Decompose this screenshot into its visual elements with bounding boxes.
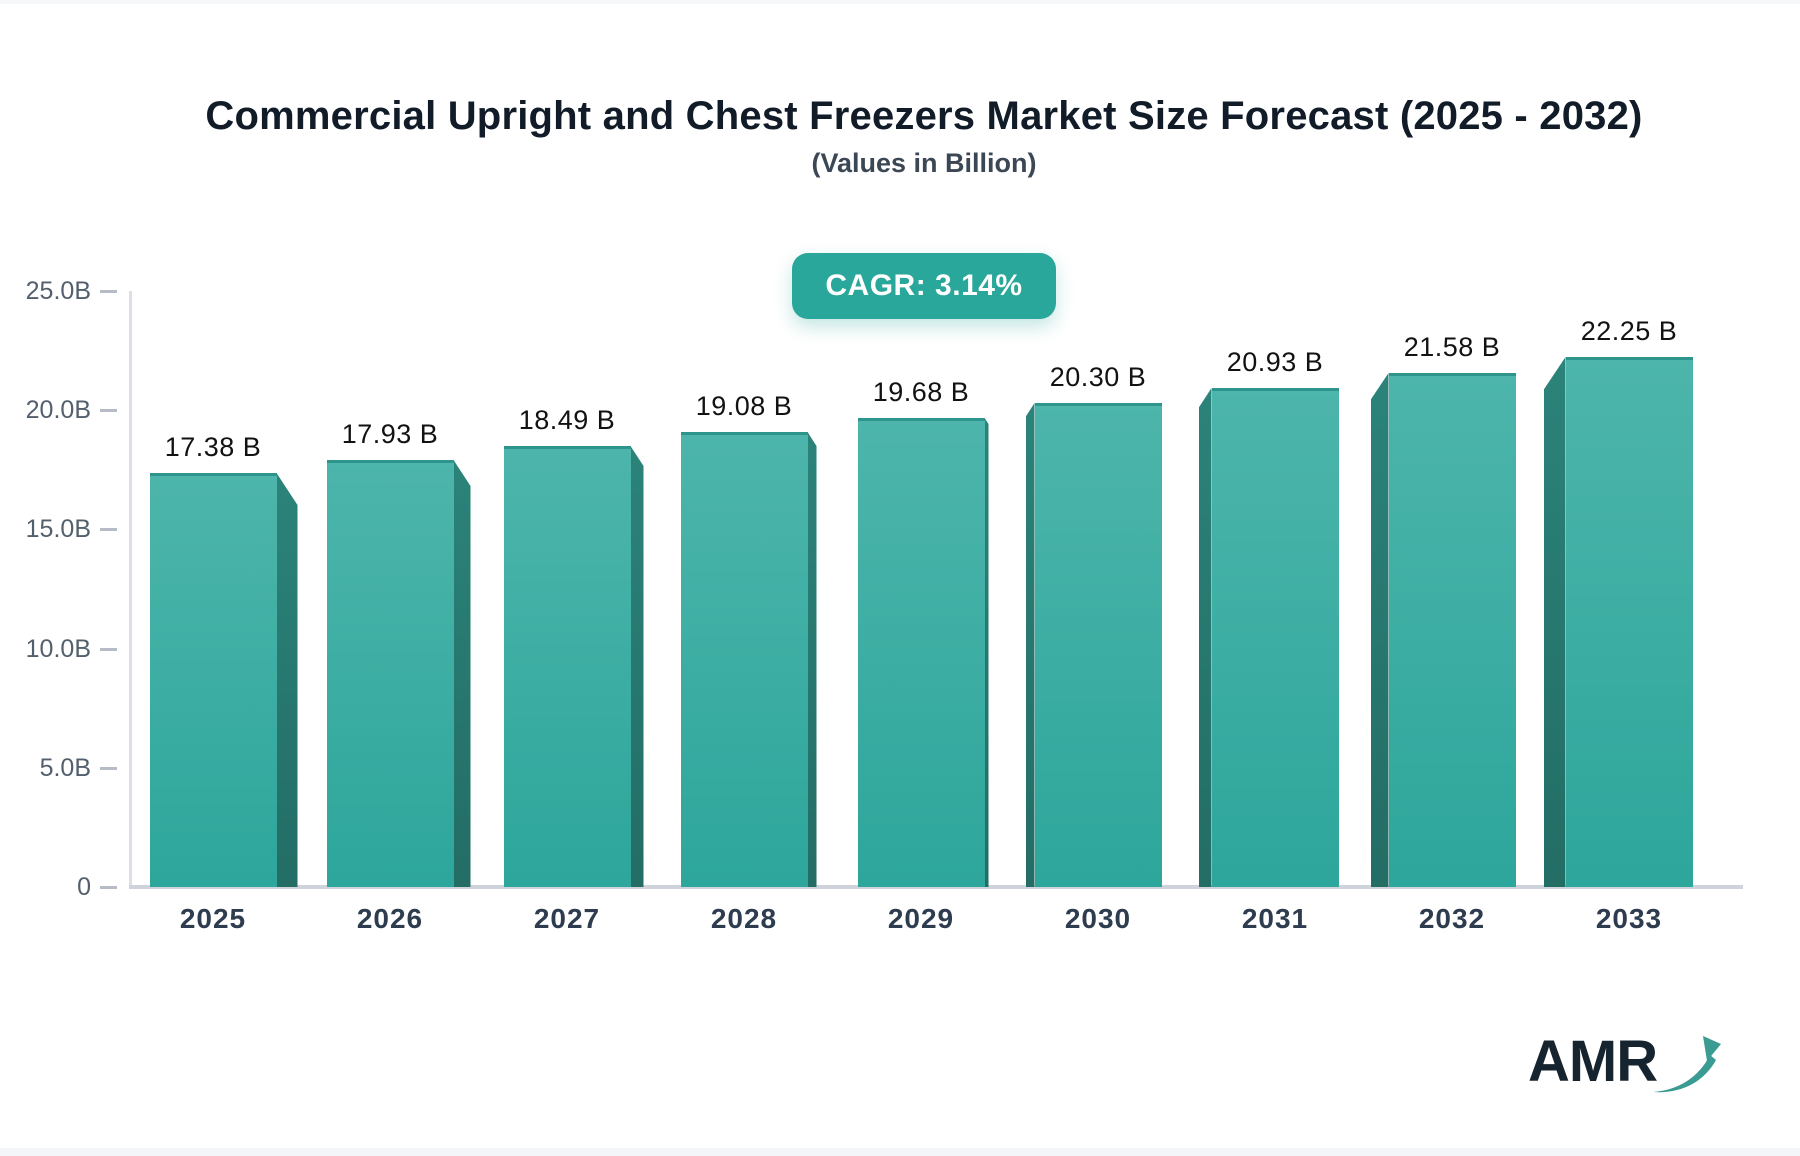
chart-subtitle: (Values in Billion)	[811, 148, 1037, 178]
bar-side-face	[984, 418, 989, 887]
bar-2030	[1025, 403, 1162, 887]
bar-front-face	[857, 418, 985, 887]
bar-side-face	[1543, 357, 1566, 887]
growth-arrow-icon	[1653, 1036, 1722, 1093]
bar-value-label: 17.93 B	[341, 419, 439, 449]
bottom-edge-strip	[0, 1148, 1800, 1156]
bar-front-face	[503, 446, 631, 887]
bar-value-label: 19.08 B	[695, 391, 793, 421]
bar-value-label: 21.58 B	[1403, 332, 1501, 362]
bar-2031	[1198, 388, 1339, 887]
bar-side-face	[630, 446, 644, 887]
x-category-label: 2033	[1595, 903, 1663, 934]
y-tick-dash	[100, 647, 117, 651]
bar-value-label: 20.30 B	[1049, 362, 1147, 392]
chart-title: Commercial Upright and Chest Freezers Ma…	[205, 94, 1643, 138]
x-category-label: 2027	[533, 903, 601, 934]
bar-front-face	[680, 432, 808, 887]
bar-value-label: 19.68 B	[872, 377, 970, 407]
y-tick-label: 0	[77, 873, 91, 901]
y-tick-label: 5.0B	[39, 753, 91, 782]
bar-side-face	[1198, 388, 1212, 887]
bar-value-label: 17.38 B	[164, 432, 262, 462]
bar-side-face	[276, 473, 298, 887]
x-category-label: 2026	[356, 903, 424, 934]
y-tick-dash	[100, 409, 117, 413]
bar-side-face	[453, 460, 471, 887]
y-tick-dash	[100, 766, 117, 770]
top-edge-strip	[0, 0, 1800, 4]
y-tick-dash	[100, 290, 117, 293]
bar-front-face	[1034, 403, 1162, 887]
bar-2025	[149, 473, 298, 887]
y-tick-label: 25.0B	[25, 277, 91, 305]
amr-logo: AMR	[1528, 1029, 1722, 1096]
bar-front-face	[1388, 373, 1516, 887]
cagr-label: CAGR: 3.14%	[825, 269, 1023, 302]
bar-2029	[857, 418, 989, 887]
x-category-label: 2031	[1241, 903, 1309, 934]
bar-value-label: 18.49 B	[518, 405, 616, 435]
bar-2026	[326, 460, 471, 887]
x-axis-line	[129, 885, 1743, 889]
bar-front-face	[326, 460, 454, 887]
y-axis-line	[129, 291, 132, 889]
bar-2028	[680, 432, 817, 887]
bar-2032	[1370, 373, 1516, 887]
bar-2027	[503, 446, 644, 887]
x-category-label: 2028	[710, 903, 778, 934]
bar-side-face	[807, 432, 817, 887]
cagr-badge: CAGR: 3.14%	[792, 253, 1056, 319]
y-tick-dash	[100, 528, 117, 532]
x-category-label: 2032	[1418, 903, 1486, 934]
y-tick-label: 15.0B	[25, 515, 91, 544]
x-category-label: 2025	[179, 903, 247, 934]
bar-front-face	[1211, 388, 1339, 887]
bar-side-face	[1025, 403, 1035, 887]
bar-front-face	[149, 473, 277, 887]
y-tick-dash	[100, 886, 117, 889]
bar-side-face	[1370, 373, 1389, 887]
bar-value-label: 22.25 B	[1580, 316, 1678, 346]
bar-value-label: 20.93 B	[1226, 347, 1324, 377]
y-tick-label: 20.0B	[25, 396, 91, 425]
amr-logo-text: AMR	[1528, 1029, 1658, 1094]
bar-2033	[1543, 357, 1693, 887]
bar-front-face	[1565, 357, 1693, 887]
y-tick-label: 10.0B	[25, 634, 91, 663]
x-category-label: 2029	[887, 903, 955, 934]
x-category-label: 2030	[1064, 903, 1132, 934]
